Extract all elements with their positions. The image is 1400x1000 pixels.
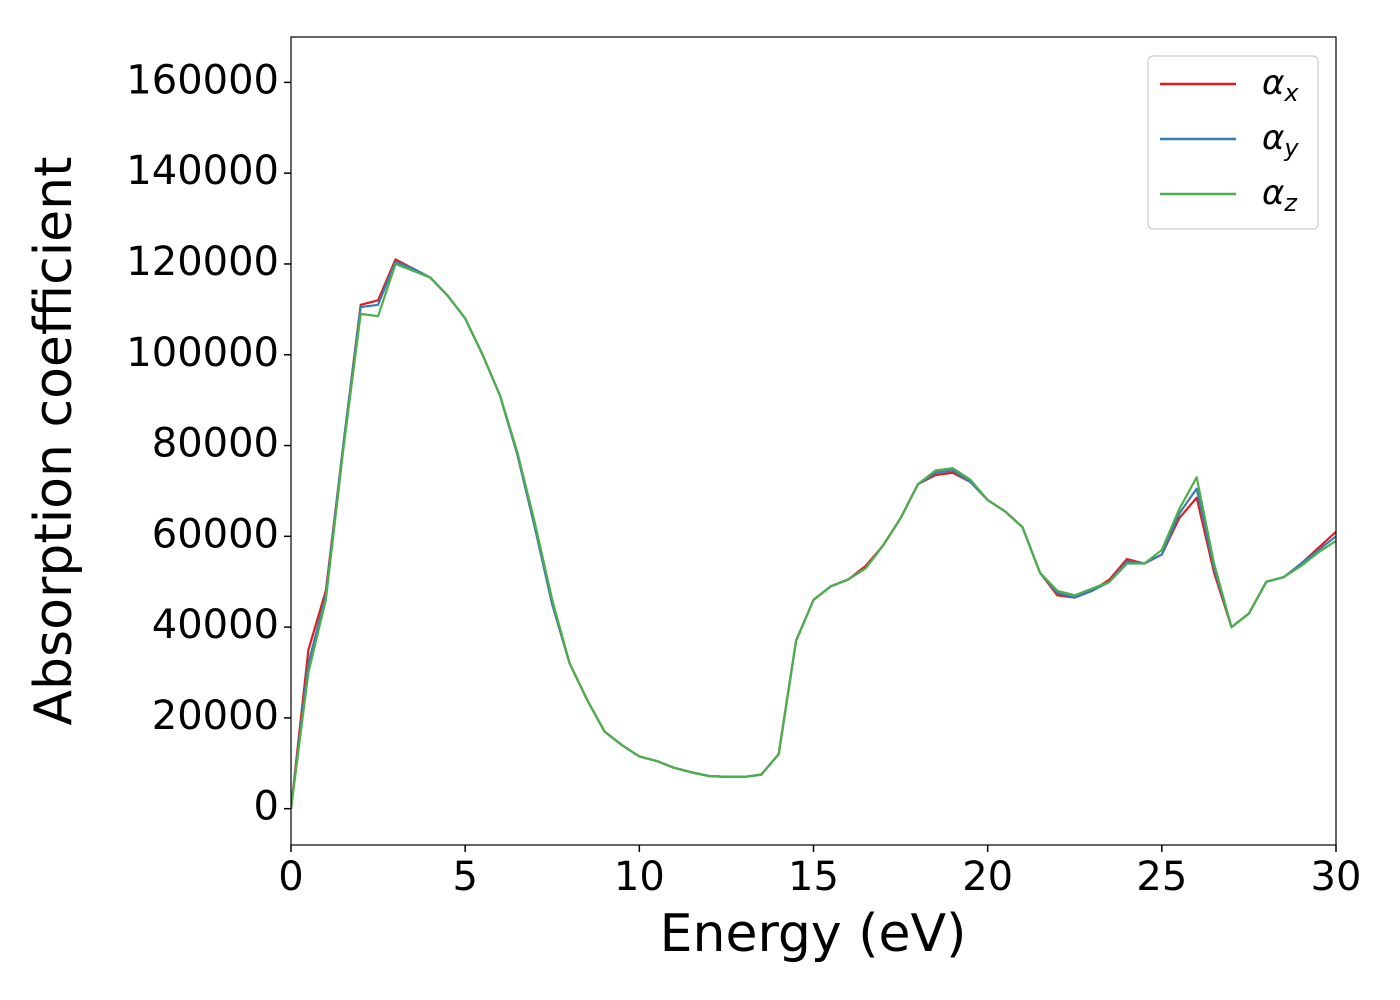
y-tick-label: 140000 [126, 148, 279, 194]
y-tick-label: 100000 [126, 330, 279, 376]
legend-label: αx [1262, 63, 1299, 108]
x-tick-label: 15 [788, 854, 839, 900]
x-axis-label: Energy (eV) [660, 904, 967, 964]
series-line [291, 262, 1336, 809]
y-tick-label: 60000 [152, 511, 279, 557]
series-line [291, 258, 1336, 809]
y-axis-label: Absorption coefficient [24, 156, 84, 725]
x-tick-label: 25 [1136, 854, 1187, 900]
y-tick-label: 160000 [126, 57, 279, 103]
legend-box [1147, 55, 1319, 230]
y-tick-label: 120000 [126, 239, 279, 285]
y-tick-label: 0 [254, 784, 279, 830]
x-tick-label: 0 [278, 854, 303, 900]
plot [291, 258, 1336, 809]
series-line [291, 260, 1336, 809]
plot-frame [290, 36, 1337, 846]
legend-label: αy [1262, 118, 1299, 163]
x-tick-label: 5 [452, 854, 477, 900]
legend-label: αz [1262, 173, 1298, 218]
y-tick-label: 20000 [152, 693, 279, 739]
y-tick-label: 80000 [152, 421, 279, 467]
y-tick-label: 40000 [152, 602, 279, 648]
x-tick-label: 30 [1311, 854, 1362, 900]
x-tick-label: 20 [962, 854, 1013, 900]
x-tick-label: 10 [614, 854, 665, 900]
